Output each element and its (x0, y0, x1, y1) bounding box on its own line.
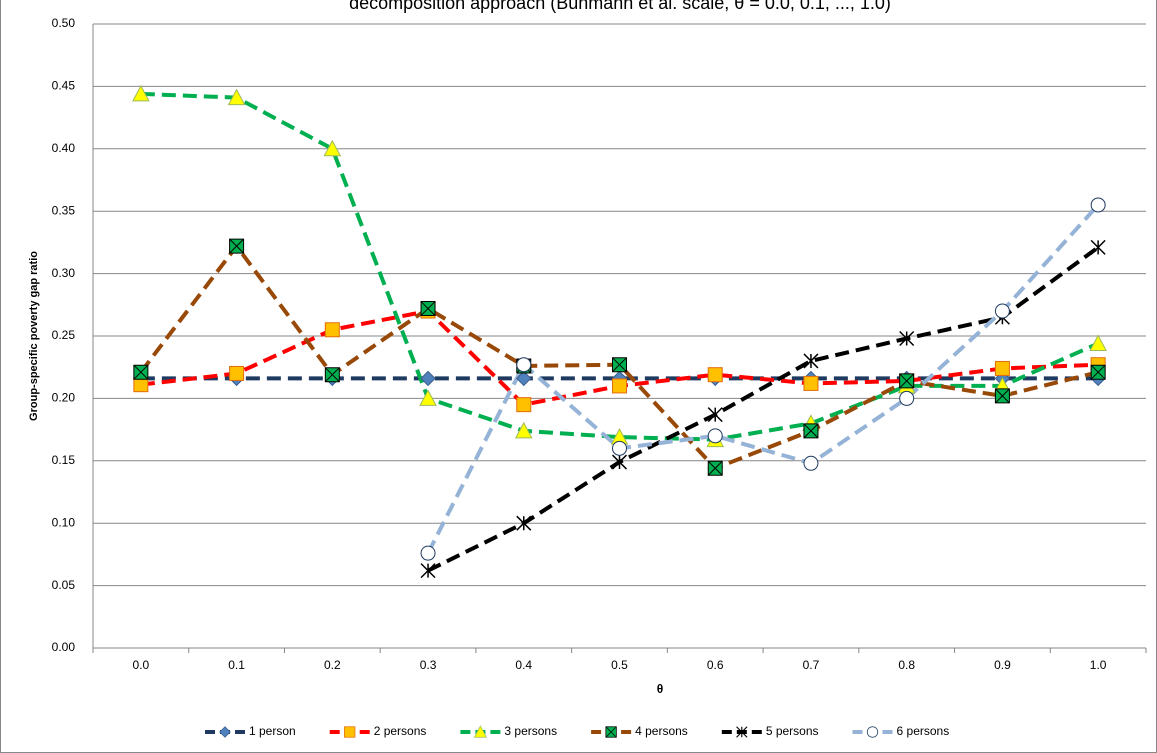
y-tick-label: 0.30 (52, 266, 76, 280)
x-tick-label: 0.6 (707, 658, 724, 672)
marker (229, 365, 245, 381)
y-tick-label: 0.40 (52, 141, 76, 155)
marker (420, 545, 436, 561)
marker (994, 303, 1010, 319)
marker (219, 726, 231, 738)
marker (324, 367, 340, 383)
marker (1089, 334, 1107, 351)
x-tick-label: 0.4 (515, 658, 532, 672)
marker (344, 726, 356, 738)
marker (707, 460, 723, 476)
marker (229, 238, 245, 254)
y-tick-label: 0.25 (52, 328, 76, 342)
marker (707, 428, 723, 444)
x-tick-label: 0.8 (898, 658, 915, 672)
marker (1090, 364, 1106, 380)
marker (803, 455, 819, 471)
legend-label: 3 persons (504, 724, 557, 738)
marker (420, 563, 436, 579)
legend-label: 6 persons (897, 724, 950, 738)
x-tick-label: 0.5 (611, 658, 628, 672)
x-tick-label: 0.3 (420, 658, 437, 672)
marker (707, 367, 723, 383)
marker (1090, 197, 1106, 213)
x-tick-label: 0.2 (324, 658, 341, 672)
marker (133, 377, 149, 393)
series-line (427, 245, 1100, 573)
x-tick-label: 0.0 (133, 658, 150, 672)
marker (132, 84, 150, 102)
y-tick-label: 0.35 (52, 203, 76, 217)
marker (803, 423, 819, 439)
marker (420, 301, 436, 317)
marker (227, 88, 246, 106)
marker (994, 388, 1010, 404)
marker (323, 139, 342, 157)
marker (707, 407, 723, 423)
y-tick-label: 0.15 (52, 453, 76, 467)
marker (516, 357, 532, 373)
marker (516, 515, 532, 531)
legend-label: 5 persons (766, 724, 819, 738)
marker (516, 397, 532, 413)
marker (899, 330, 915, 347)
y-tick-label: 0.00 (52, 640, 76, 654)
x-tick-label: 0.9 (994, 658, 1011, 672)
marker (516, 370, 532, 387)
marker (473, 725, 488, 738)
series-line (426, 203, 1100, 555)
x-axis-title: θ (657, 682, 664, 696)
marker (612, 357, 627, 373)
chart-title: decomposition approach (Buhmann et al. s… (349, 0, 891, 13)
y-tick-label: 0.20 (52, 391, 76, 405)
marker (420, 370, 436, 387)
marker (324, 322, 340, 338)
marker (736, 726, 748, 738)
legend-label: 1 person (249, 724, 296, 738)
y-tick-label: 0.45 (52, 79, 76, 93)
x-tick-label: 1.0 (1090, 658, 1107, 672)
marker (899, 373, 915, 389)
x-tick-label: 0.7 (803, 658, 820, 672)
marker (994, 360, 1010, 376)
legend-label: 2 persons (374, 724, 427, 738)
y-axis-title: Group-specific poverty gap ratio (28, 251, 40, 421)
series-line (140, 91, 1099, 442)
y-tick-label: 0.10 (52, 515, 76, 529)
marker (514, 421, 533, 439)
marker (803, 375, 819, 391)
marker (866, 726, 879, 738)
marker (605, 726, 617, 738)
marker (419, 389, 437, 406)
y-tick-label: 0.50 (52, 16, 76, 30)
y-tick-label: 0.05 (52, 578, 76, 592)
x-tick-label: 0.1 (228, 658, 245, 672)
marker (612, 378, 627, 394)
marker (133, 364, 149, 380)
marker (899, 390, 915, 406)
legend-label: 4 persons (635, 724, 688, 738)
marker (803, 353, 819, 369)
marker (1090, 239, 1106, 255)
marker (611, 454, 628, 470)
marker (612, 440, 627, 456)
